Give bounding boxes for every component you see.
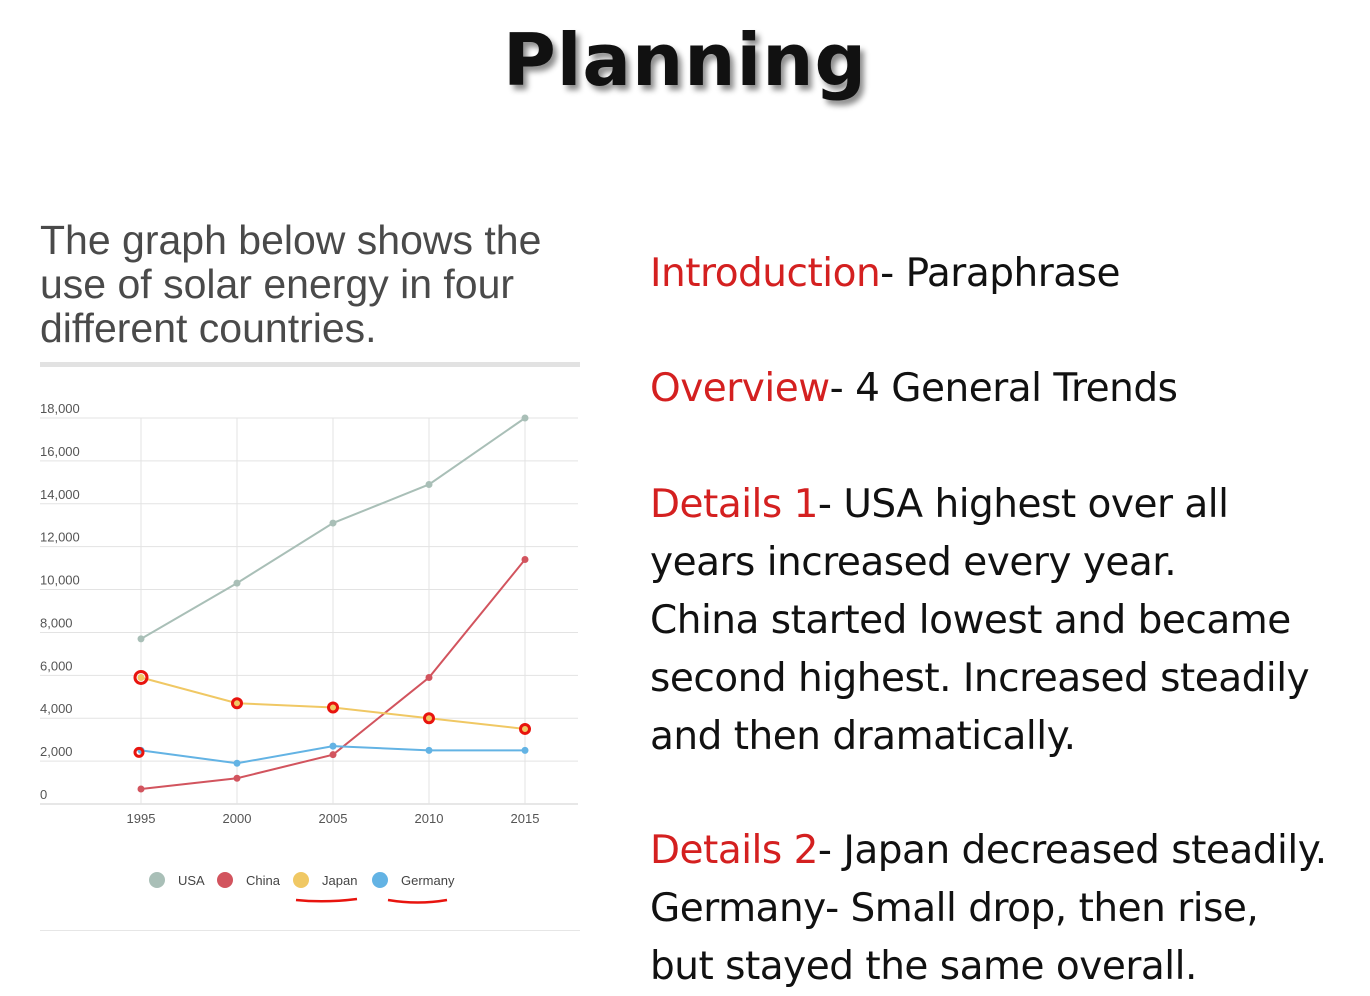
data-point-usa	[137, 635, 145, 643]
x-tick-label: 2000	[223, 811, 252, 826]
data-point-usa	[233, 579, 241, 587]
data-point-japan	[329, 704, 337, 711]
data-point-japan	[233, 699, 241, 707]
note-line: second highest. Increased steadily	[650, 656, 1310, 701]
y-axis-ticks: 0 2,000 4,000 6,000 8,000 10,000 12,000 14,000 1…	[40, 401, 80, 802]
legend-swatch-japan	[293, 872, 309, 888]
note-line: - Japan decreased steadily.	[817, 828, 1327, 873]
annotation-mark	[423, 712, 435, 725]
data-point-china	[521, 556, 529, 564]
note-introduction: Introduction- Paraphrase	[650, 245, 1120, 303]
legend-label: Japan	[322, 873, 357, 888]
note-line: but stayed the same overall.	[650, 944, 1197, 989]
note-overview: Overview- 4 General Trends	[650, 360, 1178, 418]
data-point-usa	[425, 480, 433, 488]
annotation-underline	[295, 897, 358, 903]
data-point-japan	[425, 714, 433, 722]
data-point-japan	[137, 673, 145, 681]
data-point-china	[233, 774, 241, 782]
legend-swatch-usa	[149, 872, 165, 888]
legend-swatch-germany	[372, 872, 388, 888]
data-point-germany	[233, 759, 241, 767]
note-heading: Introduction	[650, 251, 881, 296]
annotation-mark	[133, 669, 149, 685]
annotation-mark	[327, 701, 339, 714]
annotation-mark	[133, 746, 145, 758]
legend-label: China	[246, 873, 281, 888]
note-line: years increased every year.	[650, 540, 1177, 585]
annotation-mark	[519, 722, 531, 735]
x-tick-label: 2010	[415, 811, 444, 826]
divider	[40, 930, 580, 931]
x-tick-label: 2015	[511, 811, 540, 826]
y-tick-label: 6,000	[40, 658, 73, 673]
x-tick-label: 2005	[319, 811, 348, 826]
slide-title: Planning	[502, 18, 868, 102]
divider	[40, 362, 580, 367]
y-tick-label: 18,000	[40, 401, 80, 416]
y-tick-label: 14,000	[40, 487, 80, 502]
data-point-germany	[329, 742, 337, 750]
data-point-usa	[521, 414, 529, 422]
annotation-underline	[387, 898, 448, 904]
data-point-germany	[521, 746, 529, 754]
legend-label: USA	[178, 873, 205, 888]
hand-annotations	[133, 669, 531, 758]
chart-legend: USA China Japan Germany	[149, 872, 455, 904]
y-tick-label: 4,000	[40, 701, 73, 716]
y-tick-label: 2,000	[40, 744, 73, 759]
note-line: and then dramatically.	[650, 714, 1076, 759]
solar-energy-chart: 0 2,000 4,000 6,000 8,000 10,000 12,000 14,000 1…	[40, 401, 578, 904]
note-heading: Details 2	[650, 828, 818, 873]
data-point-japan	[521, 725, 529, 733]
note-line: Germany- Small drop, then rise,	[650, 886, 1259, 931]
y-tick-label: 0	[40, 787, 47, 802]
x-axis-ticks: 1995 2000 2005 2010 2015	[127, 811, 540, 826]
y-tick-label: 8,000	[40, 615, 73, 630]
data-point-china	[425, 673, 433, 681]
note-details-1: Details 1- USA highest over all years in…	[650, 476, 1310, 766]
legend-label: Germany	[401, 873, 455, 888]
data-point-germany	[425, 746, 433, 754]
annotation-mark	[231, 697, 243, 710]
y-tick-label: 12,000	[40, 530, 80, 545]
note-body: - Paraphrase	[880, 251, 1120, 296]
y-tick-label: 10,000	[40, 573, 80, 588]
note-heading: Overview	[650, 366, 830, 411]
chart-grid	[40, 417, 578, 805]
legend-swatch-china	[217, 872, 233, 888]
note-body: - 4 General Trends	[829, 366, 1178, 411]
note-heading: Details 1	[650, 482, 818, 527]
y-tick-label: 16,000	[40, 444, 80, 459]
note-line: China started lowest and became	[650, 598, 1291, 643]
note-details-2: Details 2- Japan decreased steadily. Ger…	[650, 822, 1327, 996]
question-text: The graph below shows the use of solar e…	[40, 217, 542, 351]
note-line: - USA highest over all	[817, 482, 1229, 527]
data-point-china	[329, 751, 337, 759]
data-point-usa	[329, 519, 337, 527]
x-tick-label: 1995	[127, 811, 156, 826]
data-point-china	[137, 785, 145, 793]
